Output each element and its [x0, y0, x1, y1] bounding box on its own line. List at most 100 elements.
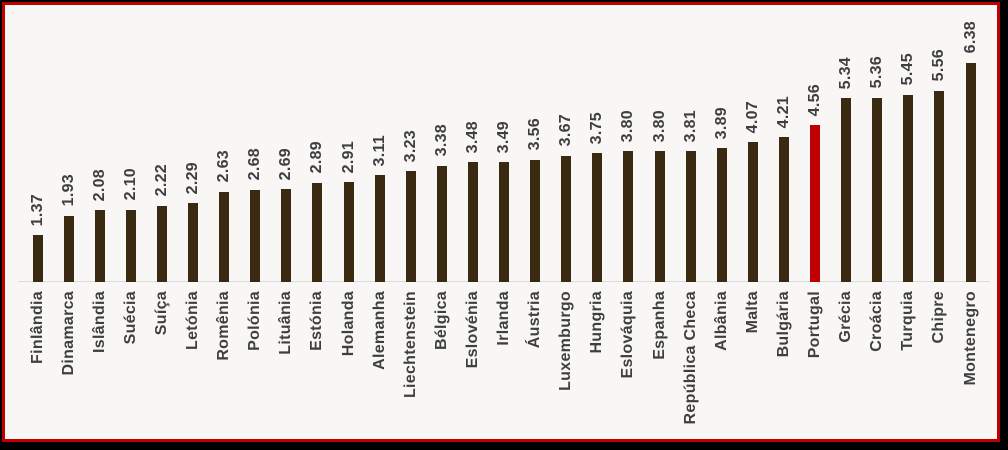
bar: [530, 159, 541, 282]
category-label: Liechtenstein: [401, 291, 419, 399]
bar-value-label: 3.75: [588, 111, 606, 144]
bar: [374, 175, 385, 282]
category-label: Islândia: [90, 291, 108, 353]
category-label: Espanha: [650, 291, 668, 360]
bar-column: 6.38 Montenegro: [955, 5, 986, 439]
bar: [467, 162, 478, 282]
category-label: Grécia: [837, 291, 855, 343]
bar: [219, 191, 230, 282]
bar-value-label: 2.68: [246, 148, 264, 181]
bar-value-label: 3.49: [495, 120, 512, 153]
bar-column: 3.11 Alemanha: [364, 5, 395, 439]
bar-value-label: 4.56: [806, 83, 823, 117]
bar-column: 5.56 Chipre: [924, 5, 955, 439]
bar-column: 3.81 República Checa: [675, 5, 706, 439]
bar: [561, 155, 572, 282]
category-label: Polónia: [246, 291, 264, 351]
bar: [934, 90, 945, 282]
bar: [903, 94, 914, 282]
bar-value-label: 4.07: [743, 100, 761, 133]
bar: [592, 153, 603, 282]
bar-column: 1.37 Finlândia: [22, 5, 53, 439]
bar: [872, 97, 883, 282]
bar-column: 3.89 Albânia: [706, 5, 737, 439]
bar-column: 4.56 Portugal: [800, 5, 831, 439]
bar-column: 2.29 Letónia: [178, 5, 209, 439]
plot-area: 1.37 Finlândia 1.93 Dinamarca 2.08 Islândia 2.…: [18, 5, 990, 439]
category-label: Suécia: [121, 291, 139, 345]
bar-value-label: 4.21: [774, 95, 792, 129]
bar-column: 3.80 Eslováquia: [613, 5, 644, 439]
bar: [405, 170, 416, 282]
bar: [965, 62, 976, 282]
bar-value-label: 1.93: [59, 174, 77, 207]
bar-value-label: 3.48: [463, 120, 481, 154]
bar: [343, 181, 354, 282]
bar: [654, 151, 665, 282]
bar-column: 2.89 Estónia: [302, 5, 333, 439]
bar-value-label: 3.89: [712, 106, 730, 140]
bar-value-label: 3.67: [557, 114, 575, 147]
bar-column: 5.36 Croácia: [862, 5, 893, 439]
bar-column: 2.22 Suíça: [146, 5, 177, 439]
bar-value-label: 3.80: [650, 109, 668, 143]
bar-value-label: 6.38: [961, 21, 979, 54]
bar-value-label: 5.36: [868, 56, 886, 89]
bar: [156, 205, 167, 282]
bar-column: 5.45 Turquia: [893, 5, 924, 439]
bar: [281, 189, 292, 282]
bar: [841, 98, 852, 282]
bar-column: 3.48 Eslovénia: [457, 5, 488, 439]
category-label: Bulgária: [774, 291, 792, 358]
bar: [32, 234, 43, 282]
bar-value-label: 1.37: [28, 193, 46, 226]
bar-value-label: 3.11: [370, 134, 388, 167]
bar-value-label: 2.22: [152, 164, 170, 197]
bar: [436, 165, 447, 282]
bar-column: 2.63 Romênia: [209, 5, 240, 439]
bar-value-label: 2.29: [184, 161, 201, 195]
category-label: Portugal: [806, 291, 823, 359]
bar-value-label: 5.56: [930, 49, 948, 82]
bar-column: 2.68 Polónia: [240, 5, 271, 439]
category-label: Alemanha: [370, 291, 388, 370]
category-label: Luxemburgo: [557, 291, 575, 391]
bar: [312, 182, 323, 282]
bar-column: 2.08 Islândia: [84, 5, 115, 439]
bar: [685, 150, 696, 282]
category-label: Suíça: [152, 291, 170, 336]
bar-value-label: 2.63: [215, 150, 233, 183]
bar-column: 3.23 Liechtenstein: [395, 5, 426, 439]
bar-value-label: 2.08: [90, 169, 108, 202]
category-label: Bélgica: [432, 291, 450, 351]
category-label: Eslovénia: [463, 291, 481, 369]
bar-value-label: 2.91: [339, 140, 357, 173]
bar: [125, 209, 136, 282]
bar: [250, 189, 261, 282]
category-label: Albânia: [712, 291, 730, 351]
bar-value-label: 2.89: [308, 141, 326, 174]
bar-column: 2.10 Suécia: [115, 5, 146, 439]
bar: [94, 210, 105, 282]
bar-value-label: 3.80: [619, 109, 637, 143]
category-label: Lituânia: [277, 291, 295, 355]
bar: [499, 161, 509, 282]
bar-value-label: 2.69: [277, 148, 295, 181]
category-label: Áustria: [526, 291, 544, 349]
bar-value-label: 3.81: [681, 109, 699, 142]
bar-column: 3.67 Luxemburgo: [551, 5, 582, 439]
category-label: Estónia: [308, 291, 326, 351]
bar-highlighted: [810, 125, 820, 282]
bar-value-label: 3.38: [432, 124, 450, 157]
bar-value-label: 3.23: [401, 129, 419, 162]
bar-column: 3.49 Irlanda: [489, 5, 520, 439]
category-label: Montenegro: [961, 291, 979, 386]
category-label: Malta: [743, 291, 761, 334]
bar-value-label: 2.10: [121, 168, 139, 201]
category-label: Hungria: [588, 291, 606, 354]
bar-value-label: 3.56: [526, 118, 544, 151]
bar: [63, 215, 74, 282]
bar-value-label: 5.45: [899, 53, 917, 86]
chart-frame: 1.37 Finlândia 1.93 Dinamarca 2.08 Islândia 2.…: [2, 2, 1000, 442]
